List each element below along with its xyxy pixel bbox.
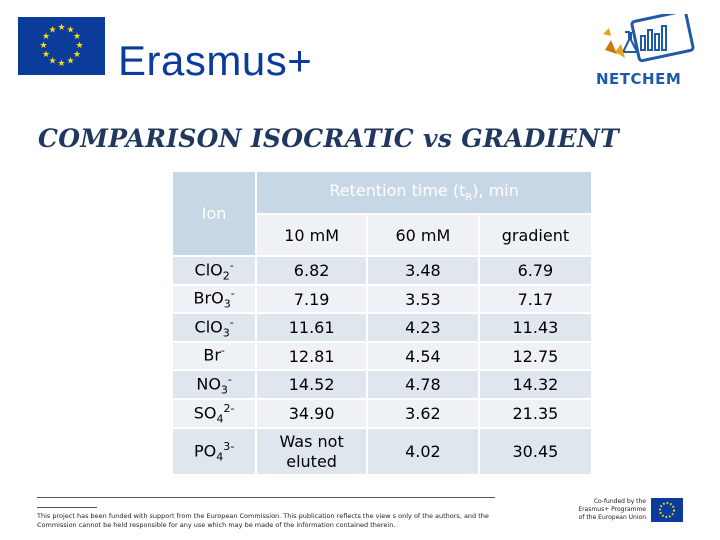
value-gradient: 7.17 xyxy=(479,286,593,314)
value-60mm: 3.48 xyxy=(367,257,480,286)
value-gradient: 14.32 xyxy=(479,371,593,400)
svg-text:★: ★ xyxy=(39,41,47,51)
retention-table: Ion Retention time (tR), min 10 mM 60 mM… xyxy=(173,172,593,476)
table-row: PO43- Was not eluted 4.02 30.45 xyxy=(173,429,593,476)
svg-text:★: ★ xyxy=(48,26,56,36)
value-60mm: 4.23 xyxy=(367,314,480,343)
ion-cell: SO42- xyxy=(173,400,258,429)
svg-text:★: ★ xyxy=(48,57,56,67)
ion-header: Ion xyxy=(173,172,258,257)
page-title: COMPARISON ISOCRATIC vs GRADIENT xyxy=(38,124,620,153)
svg-text:★: ★ xyxy=(42,32,50,42)
value-10mm: 11.61 xyxy=(257,314,368,343)
ion-cell: ClO2- xyxy=(173,257,258,286)
ion-cell: PO43- xyxy=(173,429,258,476)
svg-text:★: ★ xyxy=(75,41,83,51)
subheader-60mm: 60 mM xyxy=(367,215,480,257)
table-row: Br- 12.81 4.54 12.75 xyxy=(173,343,593,371)
table-row: BrO3- 7.19 3.53 7.17 xyxy=(173,286,593,314)
value-10mm: 6.82 xyxy=(257,257,368,286)
eu-stars-icon: ★ ★ ★ ★ ★ ★ ★ ★ ★ ★ ★ ★ xyxy=(39,23,83,69)
value-60mm: 4.78 xyxy=(367,371,480,400)
retention-header: Retention time (tR), min xyxy=(257,172,593,215)
svg-text:★: ★ xyxy=(66,57,74,67)
ion-cell: BrO3- xyxy=(173,286,258,314)
svg-text:★: ★ xyxy=(73,32,81,42)
footnote-divider xyxy=(37,507,97,508)
value-gradient: 12.75 xyxy=(479,343,593,371)
subheader-10mm: 10 mM xyxy=(257,215,368,257)
value-gradient: 30.45 xyxy=(479,429,593,476)
netchem-logo xyxy=(595,9,705,92)
value-gradient: 11.43 xyxy=(479,314,593,343)
value-10mm: 7.19 xyxy=(257,286,368,314)
value-10mm: 14.52 xyxy=(257,371,368,400)
value-10mm: 34.90 xyxy=(257,400,368,429)
eu-stars-small-icon xyxy=(659,502,675,518)
value-60mm: 3.53 xyxy=(367,286,480,314)
eu-flag-logo: ★ ★ ★ ★ ★ ★ ★ ★ ★ ★ ★ ★ xyxy=(18,17,105,75)
value-10mm: 12.81 xyxy=(257,343,368,371)
erasmus-plus-wordmark: Erasmus+ xyxy=(118,37,313,84)
value-gradient: 21.35 xyxy=(479,400,593,429)
cofunded-text: Co-funded by the Erasmus+ Programme of t… xyxy=(578,498,646,521)
value-gradient: 6.79 xyxy=(479,257,593,286)
svg-text:★: ★ xyxy=(42,50,50,60)
svg-text:★: ★ xyxy=(57,59,65,69)
disclaimer-text: This project has been funded with suppor… xyxy=(37,512,489,529)
table-row: ClO3- 11.61 4.23 11.43 xyxy=(173,314,593,343)
value-60mm: 3.62 xyxy=(367,400,480,429)
value-10mm: Was not eluted xyxy=(257,429,368,476)
value-60mm: 4.02 xyxy=(367,429,480,476)
subheader-gradient: gradient xyxy=(479,215,593,257)
svg-text:★: ★ xyxy=(57,23,65,33)
ion-cell: NO3- xyxy=(173,371,258,400)
eu-cofund-flag-icon xyxy=(651,498,683,522)
netchem-name: NETCHEM xyxy=(596,70,682,88)
table-row: SO42- 34.90 3.62 21.35 xyxy=(173,400,593,429)
svg-text:★: ★ xyxy=(66,26,74,36)
ion-cell: ClO3- xyxy=(173,314,258,343)
netchem-flask-icon xyxy=(603,9,695,63)
footer-divider xyxy=(37,497,495,498)
table-row: ClO2- 6.82 3.48 6.79 xyxy=(173,257,593,286)
table-row: NO3- 14.52 4.78 14.32 xyxy=(173,371,593,400)
ion-cell: Br- xyxy=(173,343,258,371)
value-60mm: 4.54 xyxy=(367,343,480,371)
svg-text:★: ★ xyxy=(73,50,81,60)
